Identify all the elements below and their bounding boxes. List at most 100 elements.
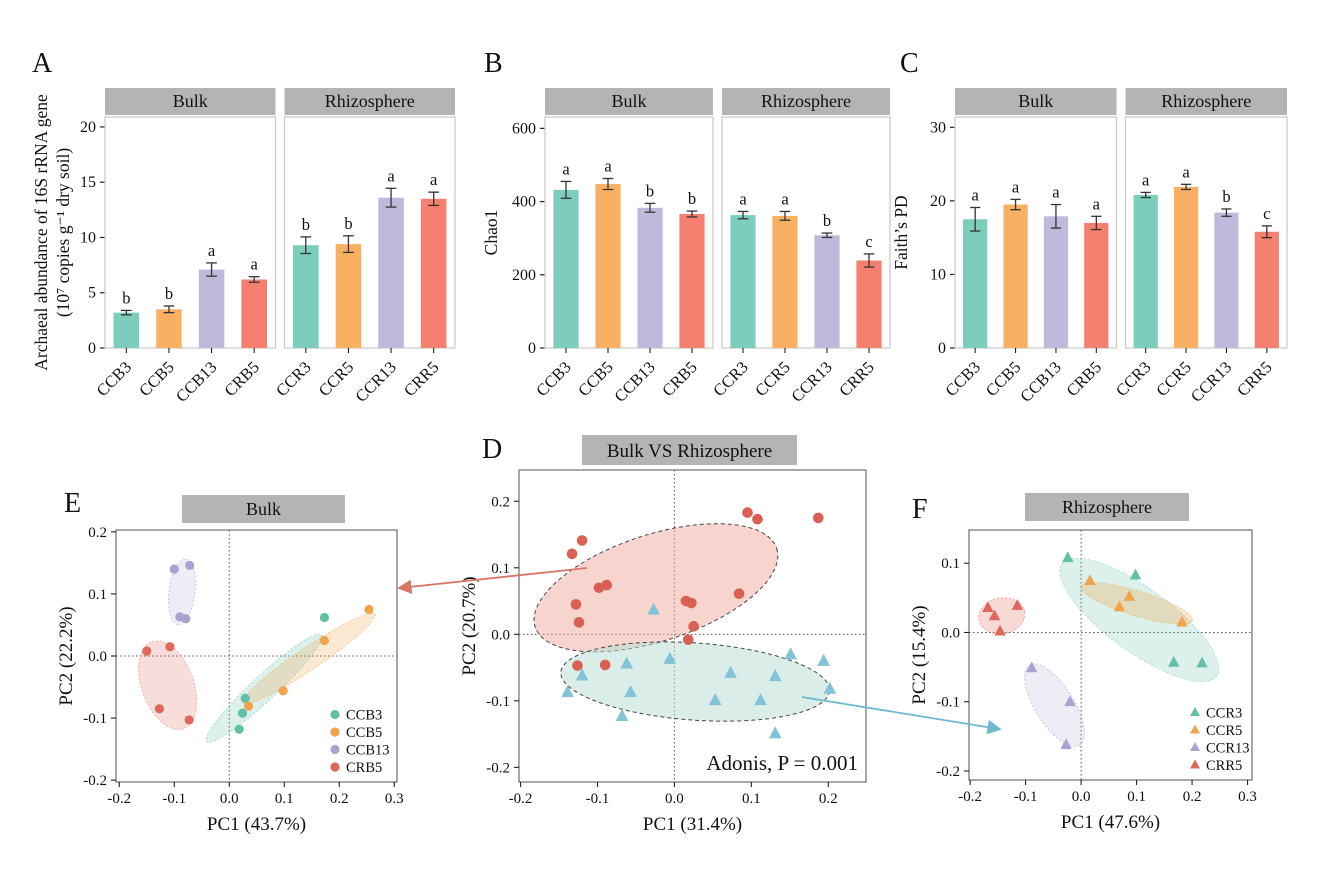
data-point-Bulk xyxy=(682,634,694,645)
bar-CCB13 xyxy=(637,207,663,348)
y-tick-label: 0.2 xyxy=(88,525,107,541)
y-tick-label: 0.1 xyxy=(941,556,960,572)
data-point-CCB5 xyxy=(364,604,374,615)
panel-d-pca-bulk-vs-rhizosphere: Bulk VS Rhizosphere -0.2 -0.1 0.0 0.1 0.2 -0.2… xyxy=(455,430,925,865)
data-point-Bulk xyxy=(812,512,824,524)
y-tick-label: -0.2 xyxy=(83,773,107,789)
data-point-CCR13 xyxy=(1064,695,1076,707)
data-point-Bulk xyxy=(566,548,578,560)
y-tick-label: 5 xyxy=(88,285,96,302)
bar-CCR13 xyxy=(1214,212,1239,348)
data-point-CCB13 xyxy=(185,560,195,570)
bar-CRB5 xyxy=(1084,222,1109,348)
panel-label-f: F xyxy=(912,494,928,525)
bar-chart-svg-B: Chao10200400600BulkaCCB3aCCB5bCCB13bCRB5… xyxy=(481,88,891,406)
x-category-label: CCR3 xyxy=(1112,357,1155,400)
data-point-Rhizosphere xyxy=(768,726,782,739)
y-tick-label: 30 xyxy=(930,119,946,136)
panel-label-b: B xyxy=(484,48,503,79)
facet-strip-label: Bulk xyxy=(611,91,646,111)
facet-strip xyxy=(284,88,455,115)
panel-f-pca-rhizosphere: Rhizosphere -0.2 -0.1 0.0 0.1 0.2 0.3 -0.2 -0.1 0… xyxy=(905,465,1320,875)
data-point-Rhizosphere xyxy=(823,681,837,694)
y-tick-label: 0.1 xyxy=(491,561,510,577)
x-category-label: CCR3 xyxy=(272,357,315,400)
y-tick-label: -0.2 xyxy=(486,760,510,776)
x-tick-label: 0.2 xyxy=(1183,789,1202,805)
facet-strip-label: Bulk xyxy=(173,91,208,111)
panel-label-a: A xyxy=(32,48,53,79)
bar-CCB13 xyxy=(198,269,225,348)
bar-CRB5 xyxy=(241,279,267,348)
significance-letter: a xyxy=(430,170,438,189)
x-category-label: CCR13 xyxy=(1187,357,1235,405)
data-point-Bulk xyxy=(570,599,582,610)
significance-letter: b xyxy=(688,189,696,208)
bar-chart-svg-C: Faith’s PD0102030BulkaCCB3aCCB5aCCB13aCR… xyxy=(891,88,1288,406)
y-tick-label: 0.0 xyxy=(491,627,510,643)
significance-letter: b xyxy=(646,181,654,200)
significance-letter: a xyxy=(972,185,980,204)
significance-letter: b xyxy=(302,215,310,234)
y-axis-label: Archaeal abundance of 16S rRNA gene xyxy=(31,94,51,371)
plot-panel xyxy=(968,529,1253,781)
y-tick-label: 10 xyxy=(930,266,946,283)
x-category-label: CCB13 xyxy=(1016,357,1064,405)
y-tick-label: 10 xyxy=(80,229,96,246)
data-point-CCR13 xyxy=(1060,738,1072,750)
x-tick-label: 0.3 xyxy=(1238,789,1257,805)
y-axis-label: PC2 (22.2%) xyxy=(56,606,77,705)
legend-marker-CRR5 xyxy=(1190,759,1200,769)
panel-title: Rhizosphere xyxy=(1062,497,1152,517)
data-point-Bulk xyxy=(573,617,585,628)
x-category-label: CRR5 xyxy=(835,357,878,400)
x-tick-label: -0.1 xyxy=(586,791,610,807)
y-tick-label: 0.2 xyxy=(491,494,510,510)
scatter-svg-D: Bulk VS Rhizosphere -0.2 -0.1 0.0 0.1 0.2 -0.2… xyxy=(459,435,867,835)
data-point-Rhizosphere xyxy=(561,685,574,698)
data-point-CRB5 xyxy=(165,642,175,652)
x-tick-label: -0.1 xyxy=(1014,789,1038,805)
data-point-CRB5 xyxy=(154,704,165,714)
x-tick-label: 0.0 xyxy=(220,791,239,807)
significance-letter: a xyxy=(781,189,789,208)
significance-letter: a xyxy=(739,189,747,208)
y-tick-label: 200 xyxy=(512,267,536,284)
y-tick-label: -0.1 xyxy=(936,695,960,711)
data-point-CRB5 xyxy=(142,646,152,656)
data-point-Rhizosphere xyxy=(620,656,634,669)
x-category-label: CCB13 xyxy=(172,357,220,405)
data-point-Rhizosphere xyxy=(624,685,637,698)
panel-c-faiths-pd-bar-chart: Faith’s PD 0 10 20 30 Bulk a CCB3 a CCB5 a CCB13 a CR… xyxy=(890,45,1310,450)
x-category-label: CCB3 xyxy=(532,357,575,400)
y-axis-label: PC2 (20.7%) xyxy=(459,576,480,675)
significance-letter: b xyxy=(165,284,173,303)
data-point-CCB5 xyxy=(243,701,254,711)
significance-letter: a xyxy=(251,255,259,274)
legend-label-CCR3: CCR3 xyxy=(1206,706,1242,722)
cluster-ellipse-CCR3 xyxy=(1059,557,1220,683)
y-tick-label: 0.0 xyxy=(941,625,960,641)
title-strip xyxy=(182,495,345,523)
panel-label-e: E xyxy=(64,488,82,519)
data-point-Rhizosphere xyxy=(768,669,782,682)
y-axis-label: (10⁷ copies g⁻¹ dry soil) xyxy=(53,148,73,317)
bar-CCB3 xyxy=(963,219,988,348)
bar-CCB13 xyxy=(1043,216,1069,348)
cluster-ellipse-CCR13 xyxy=(1024,663,1085,748)
bar-CRR5 xyxy=(1254,231,1279,348)
x-tick-label: 0.1 xyxy=(742,791,761,807)
y-axis-label: PC2 (15.4%) xyxy=(909,605,930,704)
data-point-Bulk xyxy=(686,597,697,609)
x-tick-label: -0.1 xyxy=(162,791,186,807)
legend-label-CRB5: CRB5 xyxy=(346,760,382,776)
title-strip xyxy=(582,435,797,465)
y-tick-label: 600 xyxy=(512,120,536,137)
bar-CRB5 xyxy=(679,214,705,348)
title-strip xyxy=(1025,493,1189,521)
x-category-label: CCR5 xyxy=(315,357,358,400)
significance-letter: a xyxy=(1182,162,1190,181)
bar-CRR5 xyxy=(856,260,882,348)
x-category-label: CRB5 xyxy=(220,357,263,400)
